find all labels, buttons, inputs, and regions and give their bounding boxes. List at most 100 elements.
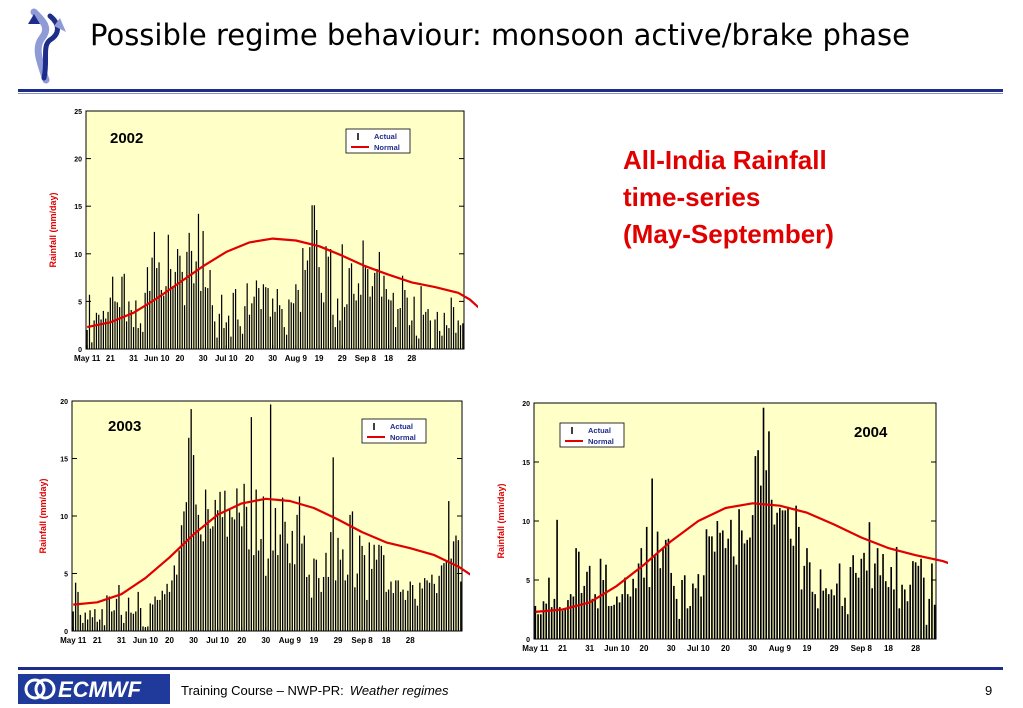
rainfall-bar xyxy=(123,273,125,349)
rainfall-bar xyxy=(429,320,431,349)
rainfall-bar xyxy=(246,283,248,349)
rainfall-bar xyxy=(234,289,237,349)
rainfall-bar xyxy=(681,580,683,639)
rainfall-bar xyxy=(173,565,175,631)
rainfall-bar xyxy=(776,512,778,639)
rainfall-bar xyxy=(860,558,863,639)
rainfall-bar xyxy=(74,582,77,631)
x-tick-label: 19 xyxy=(309,636,318,645)
rainfall-bar xyxy=(183,511,185,631)
rainfall-bar xyxy=(120,614,123,631)
y-tick-label: 5 xyxy=(64,572,68,579)
x-tick-label: Aug 9 xyxy=(279,636,302,645)
rainfall-bar xyxy=(368,542,370,631)
rainfall-bar xyxy=(613,604,615,639)
rainfall-bar xyxy=(550,607,553,639)
rainfall-bar xyxy=(102,310,104,349)
rainfall-bar xyxy=(330,532,332,631)
rainfall-bar xyxy=(221,517,224,631)
rainfall-bar xyxy=(204,489,207,631)
rainfall-bar xyxy=(348,268,350,349)
x-tick-label: 20 xyxy=(165,636,174,645)
ecmwf-swirl-logo xyxy=(28,8,66,84)
rainfall-bar xyxy=(269,404,272,631)
rainfall-bar xyxy=(439,330,441,349)
rainfall-bar xyxy=(460,581,462,631)
rainfall-bar xyxy=(440,565,443,631)
rainfall-bar xyxy=(82,622,84,631)
rainfall-bar xyxy=(216,510,219,631)
rainfall-bar xyxy=(591,598,594,639)
rainfall-bar xyxy=(202,230,204,349)
rainfall-bar xyxy=(149,290,151,349)
rainfall-bar xyxy=(212,526,214,631)
rainfall-bar xyxy=(274,311,276,349)
x-tick-label: 29 xyxy=(830,644,839,653)
rainfall-bar xyxy=(139,323,142,349)
rainfall-bar xyxy=(349,514,351,631)
rainfall-bar xyxy=(178,550,180,631)
rainfall-bar xyxy=(285,334,288,349)
x-tick-label: May 11 xyxy=(74,354,101,363)
rainfall-bar xyxy=(260,539,262,631)
rainfall-bar xyxy=(455,332,457,349)
rainfall-bar xyxy=(339,320,341,349)
rainfall-bar xyxy=(925,624,928,639)
x-tick-label: 21 xyxy=(93,636,102,645)
rainfall-bar xyxy=(367,269,369,349)
rainfall-bar xyxy=(207,288,209,349)
rainfall-bar xyxy=(459,325,462,349)
rainfall-bar xyxy=(898,608,901,639)
rainfall-bar xyxy=(257,550,260,631)
rainfall-bar xyxy=(294,564,296,631)
rainfall-bar xyxy=(364,265,367,349)
rainfall-bar xyxy=(265,287,267,349)
rainfall-bar xyxy=(146,267,149,349)
x-tick-label: May 11 xyxy=(60,636,87,645)
rainfall-bar xyxy=(362,240,364,349)
rainfall-bar xyxy=(381,296,383,349)
rainfall-bar xyxy=(931,563,933,639)
rainfall-bar xyxy=(342,549,344,631)
x-tick-label: 30 xyxy=(261,636,270,645)
rainfall-bar xyxy=(385,591,387,631)
rainfall-bar xyxy=(378,544,380,631)
rainfall-bar xyxy=(692,583,694,639)
rainfall-bar xyxy=(289,563,291,631)
x-tick-label: 19 xyxy=(803,644,812,653)
rainfall-bar xyxy=(635,588,637,639)
rainfall-bar xyxy=(436,593,438,631)
rainfall-bar xyxy=(432,348,434,349)
rainfall-bar xyxy=(154,596,156,631)
rainfall-bar xyxy=(735,564,738,639)
rainfall-bar xyxy=(236,488,238,631)
rainfall-bar xyxy=(105,318,107,349)
rainfall-bar xyxy=(607,605,610,639)
rainfall-bar xyxy=(302,248,304,349)
rainfall-bar xyxy=(172,286,174,349)
legend-box xyxy=(361,418,427,444)
rainfall-bar xyxy=(561,610,564,639)
rainfall-bar xyxy=(559,607,561,639)
x-tick-label: 20 xyxy=(245,354,254,363)
rainfall-bar xyxy=(200,534,202,631)
y-tick-label: 20 xyxy=(522,401,530,408)
rainfall-bar xyxy=(159,599,161,631)
rainfall-bar xyxy=(773,524,776,639)
x-tick-label: 28 xyxy=(406,636,415,645)
rainfall-bar xyxy=(95,312,98,349)
rainfall-bar xyxy=(332,457,334,631)
rainfall-bar xyxy=(296,514,298,631)
rainfall-bar xyxy=(643,577,645,639)
rainfall-bar xyxy=(361,545,363,631)
rainfall-bar xyxy=(277,555,279,631)
rainfall-bar xyxy=(654,555,656,639)
rainfall-bar xyxy=(629,596,632,639)
rainfall-bar xyxy=(142,331,144,349)
rainfall-bar xyxy=(89,610,91,631)
rainfall-bar xyxy=(371,568,373,631)
rainfall-bar xyxy=(397,580,399,631)
rainfall-bar xyxy=(297,289,299,349)
x-tick-label: 20 xyxy=(175,354,184,363)
rainfall-bar xyxy=(188,232,190,349)
